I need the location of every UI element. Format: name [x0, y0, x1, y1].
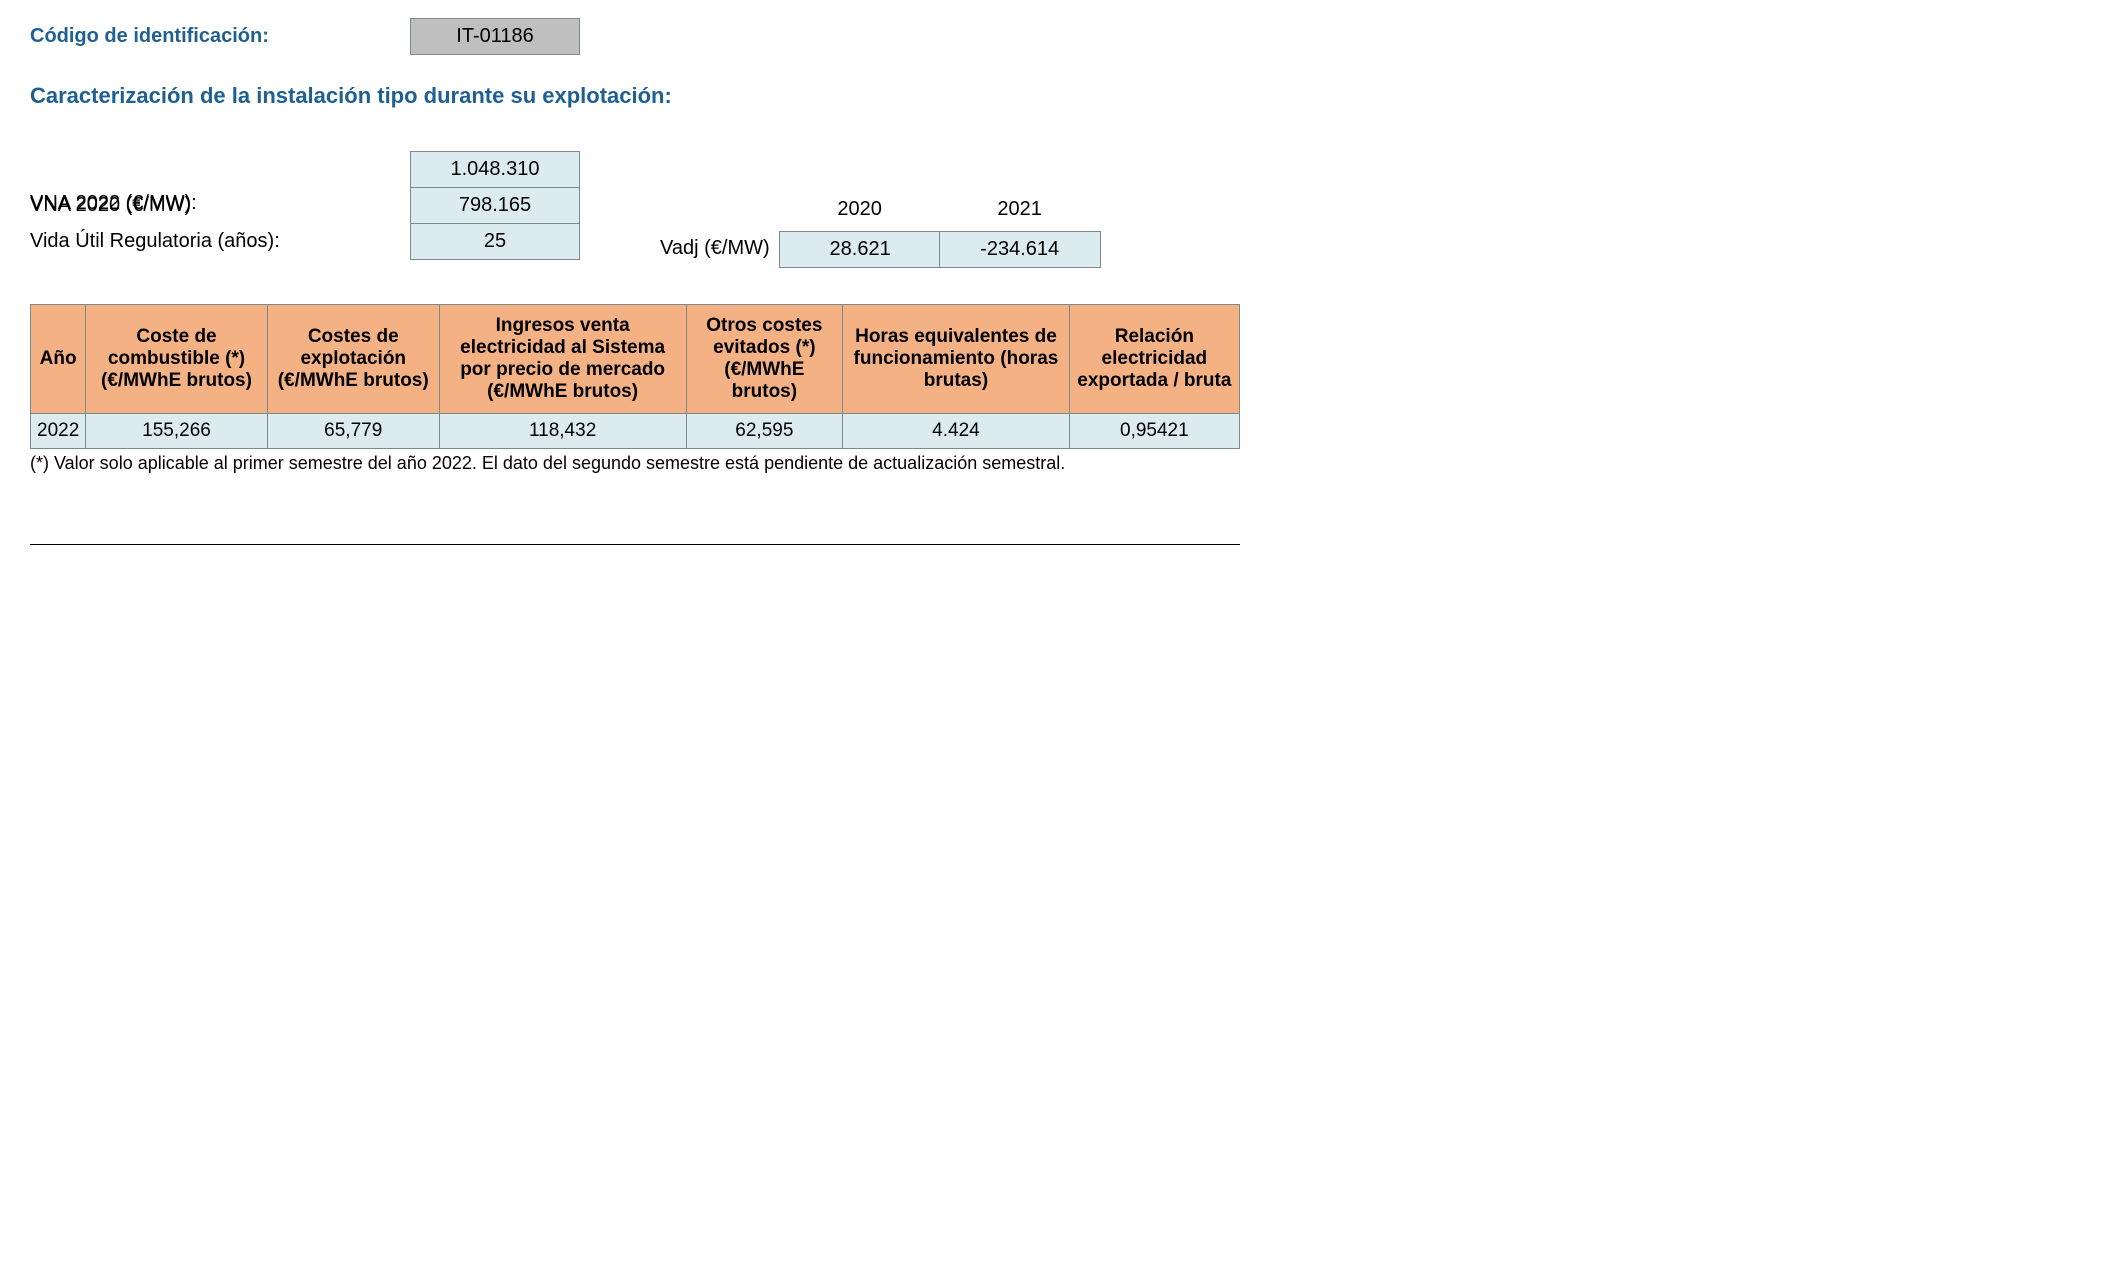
- vida-value: 25: [410, 223, 580, 260]
- year-2021-label: 2021: [997, 198, 1042, 221]
- td-relacion: 0,95421: [1069, 414, 1239, 449]
- vna2020-value: 1.048.310: [410, 151, 580, 187]
- id-row: Código de identificación: IT-01186: [30, 18, 2096, 55]
- table-footnote: (*) Valor solo aplicable al primer semes…: [30, 453, 2096, 474]
- th-costes-explotacion: Costes de explotación (€/MWhE brutos): [267, 305, 439, 414]
- divider: [30, 544, 1240, 545]
- th-coste-combustible: Coste de combustible (*) (€/MWhE brutos): [86, 305, 267, 414]
- vadj-2021-col: 2021 -234.614: [940, 198, 1100, 268]
- vadj-2020-value: 28.621: [779, 231, 940, 268]
- year-2020-label: 2020: [837, 198, 882, 221]
- id-value-box: IT-01186: [410, 18, 580, 55]
- vna2022-label: VNA 2022 (€/MW):: [30, 192, 410, 215]
- vadj-block: Vadj (€/MW) 2020 28.621 2021 -234.614: [660, 198, 1100, 268]
- th-otros-costes: Otros costes evitados (*) (€/MWhE brutos…: [686, 305, 843, 414]
- td-costes-explotacion: 65,779: [267, 414, 439, 449]
- th-horas-equiv: Horas equivalentes de funcionamiento (ho…: [843, 305, 1069, 414]
- table-row: 2022 155,266 65,779 118,432 62,595 4.424…: [31, 414, 1240, 449]
- th-ingresos-venta: Ingresos venta electricidad al Sistema p…: [439, 305, 686, 414]
- vna2022-value: 798.165: [410, 187, 580, 223]
- td-ingresos-venta: 118,432: [439, 414, 686, 449]
- td-coste-combustible: 155,266: [86, 414, 267, 449]
- vadj-label: Vadj (€/MW): [660, 237, 770, 268]
- vadj-2021-value: -234.614: [939, 231, 1101, 268]
- td-ano: 2022: [31, 414, 86, 449]
- td-horas-equiv: 4.424: [843, 414, 1069, 449]
- th-relacion: Relación electricidad exportada / bruta: [1069, 305, 1239, 414]
- id-label: Código de identificación:: [30, 25, 410, 48]
- vadj-2020-col: 2020 28.621: [780, 198, 940, 268]
- summary-block: VNA 2020 (€/MW) 1.048.310 798.165 25 VNA…: [30, 143, 2096, 268]
- section-title: Caracterización de la instalación tipo d…: [30, 83, 2096, 109]
- td-otros-costes: 62,595: [686, 414, 843, 449]
- vida-label: Vida Útil Regulatoria (años):: [30, 230, 410, 253]
- summary-left: VNA 2020 (€/MW) 1.048.310 798.165 25 VNA…: [30, 143, 580, 268]
- th-ano: Año: [31, 305, 86, 414]
- data-table: Año Coste de combustible (*) (€/MWhE bru…: [30, 304, 1240, 449]
- table-header-row: Año Coste de combustible (*) (€/MWhE bru…: [31, 305, 1240, 414]
